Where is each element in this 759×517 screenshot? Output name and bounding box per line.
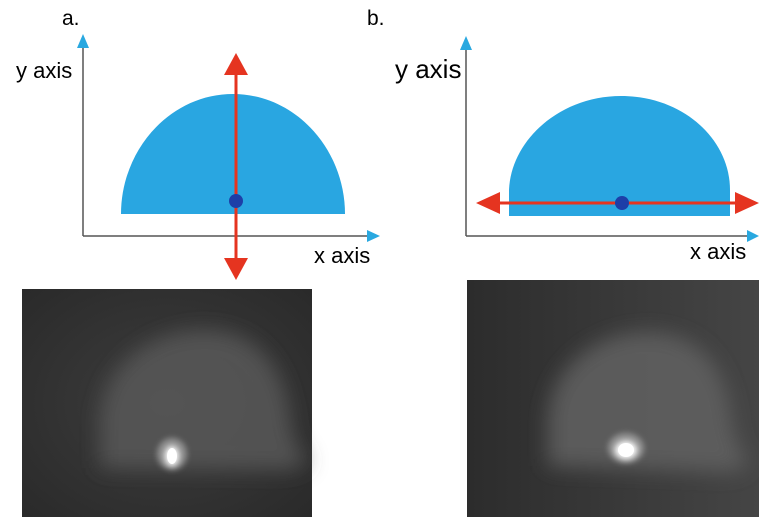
- panel-a-y-axis-label: y axis: [16, 58, 73, 83]
- panel-a-x-axis-label: x axis: [314, 243, 371, 268]
- panel-b-y-axis-arrowhead: [460, 36, 472, 50]
- panel-b-arrowhead-left: [476, 192, 500, 214]
- panel-b-center-dot: [615, 196, 629, 210]
- panel-a-dome: [121, 94, 345, 214]
- panel-a-arrowhead-down: [224, 258, 248, 280]
- panel-a-diagram: [77, 34, 380, 280]
- scan-image-a: [22, 289, 312, 517]
- scan-image-b: [467, 280, 759, 517]
- panel-a-y-axis-arrowhead: [77, 34, 89, 48]
- panel-b-arrowhead-right: [735, 192, 759, 214]
- panel-b-diagram: [460, 36, 759, 242]
- panel-b-x-axis-arrowhead: [747, 230, 759, 242]
- panel-a-letter: a.: [62, 7, 80, 30]
- panel-a-center-dot: [229, 194, 243, 208]
- panel-b-y-axis-label: y axis: [395, 54, 462, 84]
- panel-b-dome: [509, 96, 730, 216]
- panel-a-arrowhead-up: [224, 53, 248, 75]
- panel-b-x-axis-label: x axis: [690, 239, 747, 264]
- scan-a-tissue: [100, 330, 310, 470]
- panel-a-x-axis-arrowhead: [367, 230, 380, 242]
- scan-b-tissue: [548, 332, 750, 472]
- panel-b-letter: b.: [367, 7, 385, 30]
